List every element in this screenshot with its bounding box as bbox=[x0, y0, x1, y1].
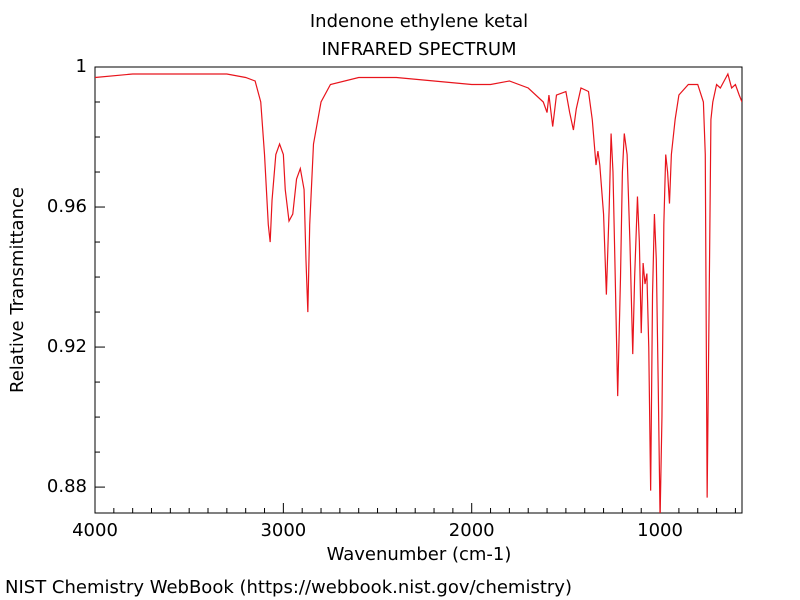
y-tick-label: 1 bbox=[76, 56, 87, 77]
x-tick-label: 2000 bbox=[449, 520, 495, 541]
y-axis-label: Relative Transmittance bbox=[7, 187, 28, 393]
footer: NIST Chemistry WebBook (https://webbook.… bbox=[5, 577, 572, 598]
y-tick-label: 0.96 bbox=[47, 196, 87, 217]
x-tick-label: 1000 bbox=[637, 520, 683, 541]
x-tick-label: 3000 bbox=[260, 520, 306, 541]
chart-title: Indenone ethylene ketal bbox=[310, 11, 528, 32]
x-axis-label: Wavenumber (cm-1) bbox=[327, 544, 512, 565]
chart-subtitle: INFRARED SPECTRUM bbox=[321, 39, 516, 60]
y-tick-label: 0.88 bbox=[47, 476, 87, 497]
x-tick-label: 4000 bbox=[72, 520, 118, 541]
plot-frame bbox=[94, 66, 743, 514]
spectrum-line bbox=[95, 72, 742, 513]
y-tick-label: 0.92 bbox=[47, 336, 87, 357]
